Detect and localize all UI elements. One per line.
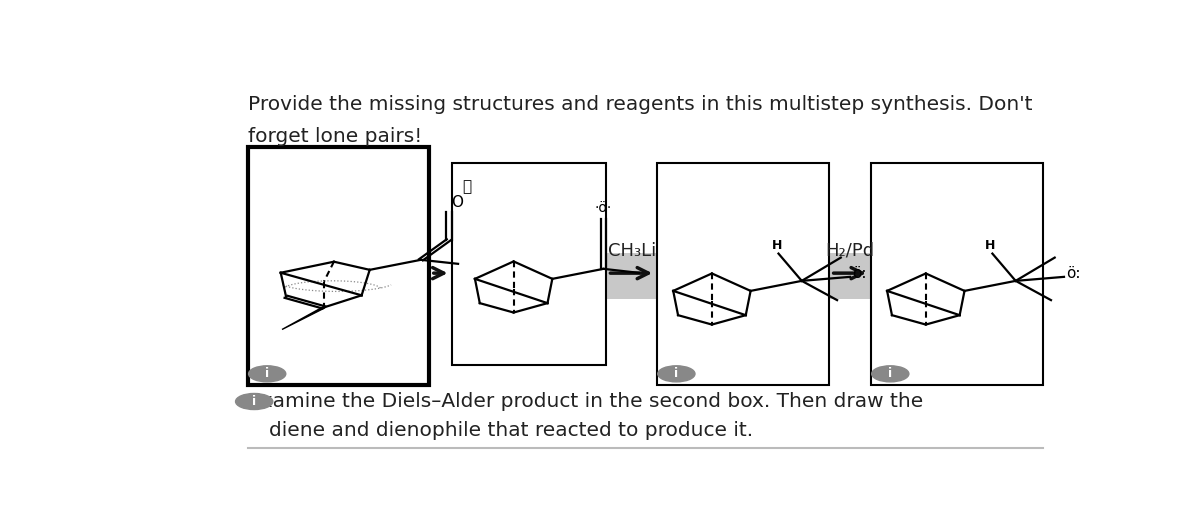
Text: ·ö·: ·ö· bbox=[595, 202, 612, 216]
Bar bbox=[656, 163, 829, 386]
Polygon shape bbox=[282, 307, 325, 329]
Bar bbox=[452, 163, 606, 365]
Text: i: i bbox=[252, 395, 257, 408]
Circle shape bbox=[658, 366, 695, 382]
Text: H₂/Pd: H₂/Pd bbox=[824, 242, 874, 260]
Text: O: O bbox=[451, 195, 463, 209]
Bar bbox=[871, 163, 1043, 386]
Circle shape bbox=[248, 366, 286, 382]
Text: i: i bbox=[888, 367, 893, 380]
Text: forget lone pairs!: forget lone pairs! bbox=[247, 127, 422, 146]
Circle shape bbox=[871, 366, 908, 382]
Text: H: H bbox=[985, 239, 996, 252]
Text: 🔒: 🔒 bbox=[462, 179, 472, 194]
Text: CH₃Li: CH₃Li bbox=[607, 242, 656, 260]
Text: H: H bbox=[772, 239, 782, 252]
Text: diene and dienophile that reacted to produce it.: diene and dienophile that reacted to pro… bbox=[269, 421, 754, 440]
Text: i: i bbox=[674, 367, 678, 380]
Text: Examine the Diels–Alder product in the second box. Then draw the: Examine the Diels–Alder product in the s… bbox=[247, 392, 923, 411]
Text: ö:: ö: bbox=[852, 266, 866, 281]
Circle shape bbox=[235, 393, 272, 410]
Text: Provide the missing structures and reagents in this multistep synthesis. Don't: Provide the missing structures and reage… bbox=[247, 95, 1032, 114]
Text: ö:: ö: bbox=[1066, 266, 1080, 281]
Text: i: i bbox=[265, 367, 269, 380]
Bar bbox=[452, 253, 1043, 299]
Bar bbox=[247, 147, 430, 386]
